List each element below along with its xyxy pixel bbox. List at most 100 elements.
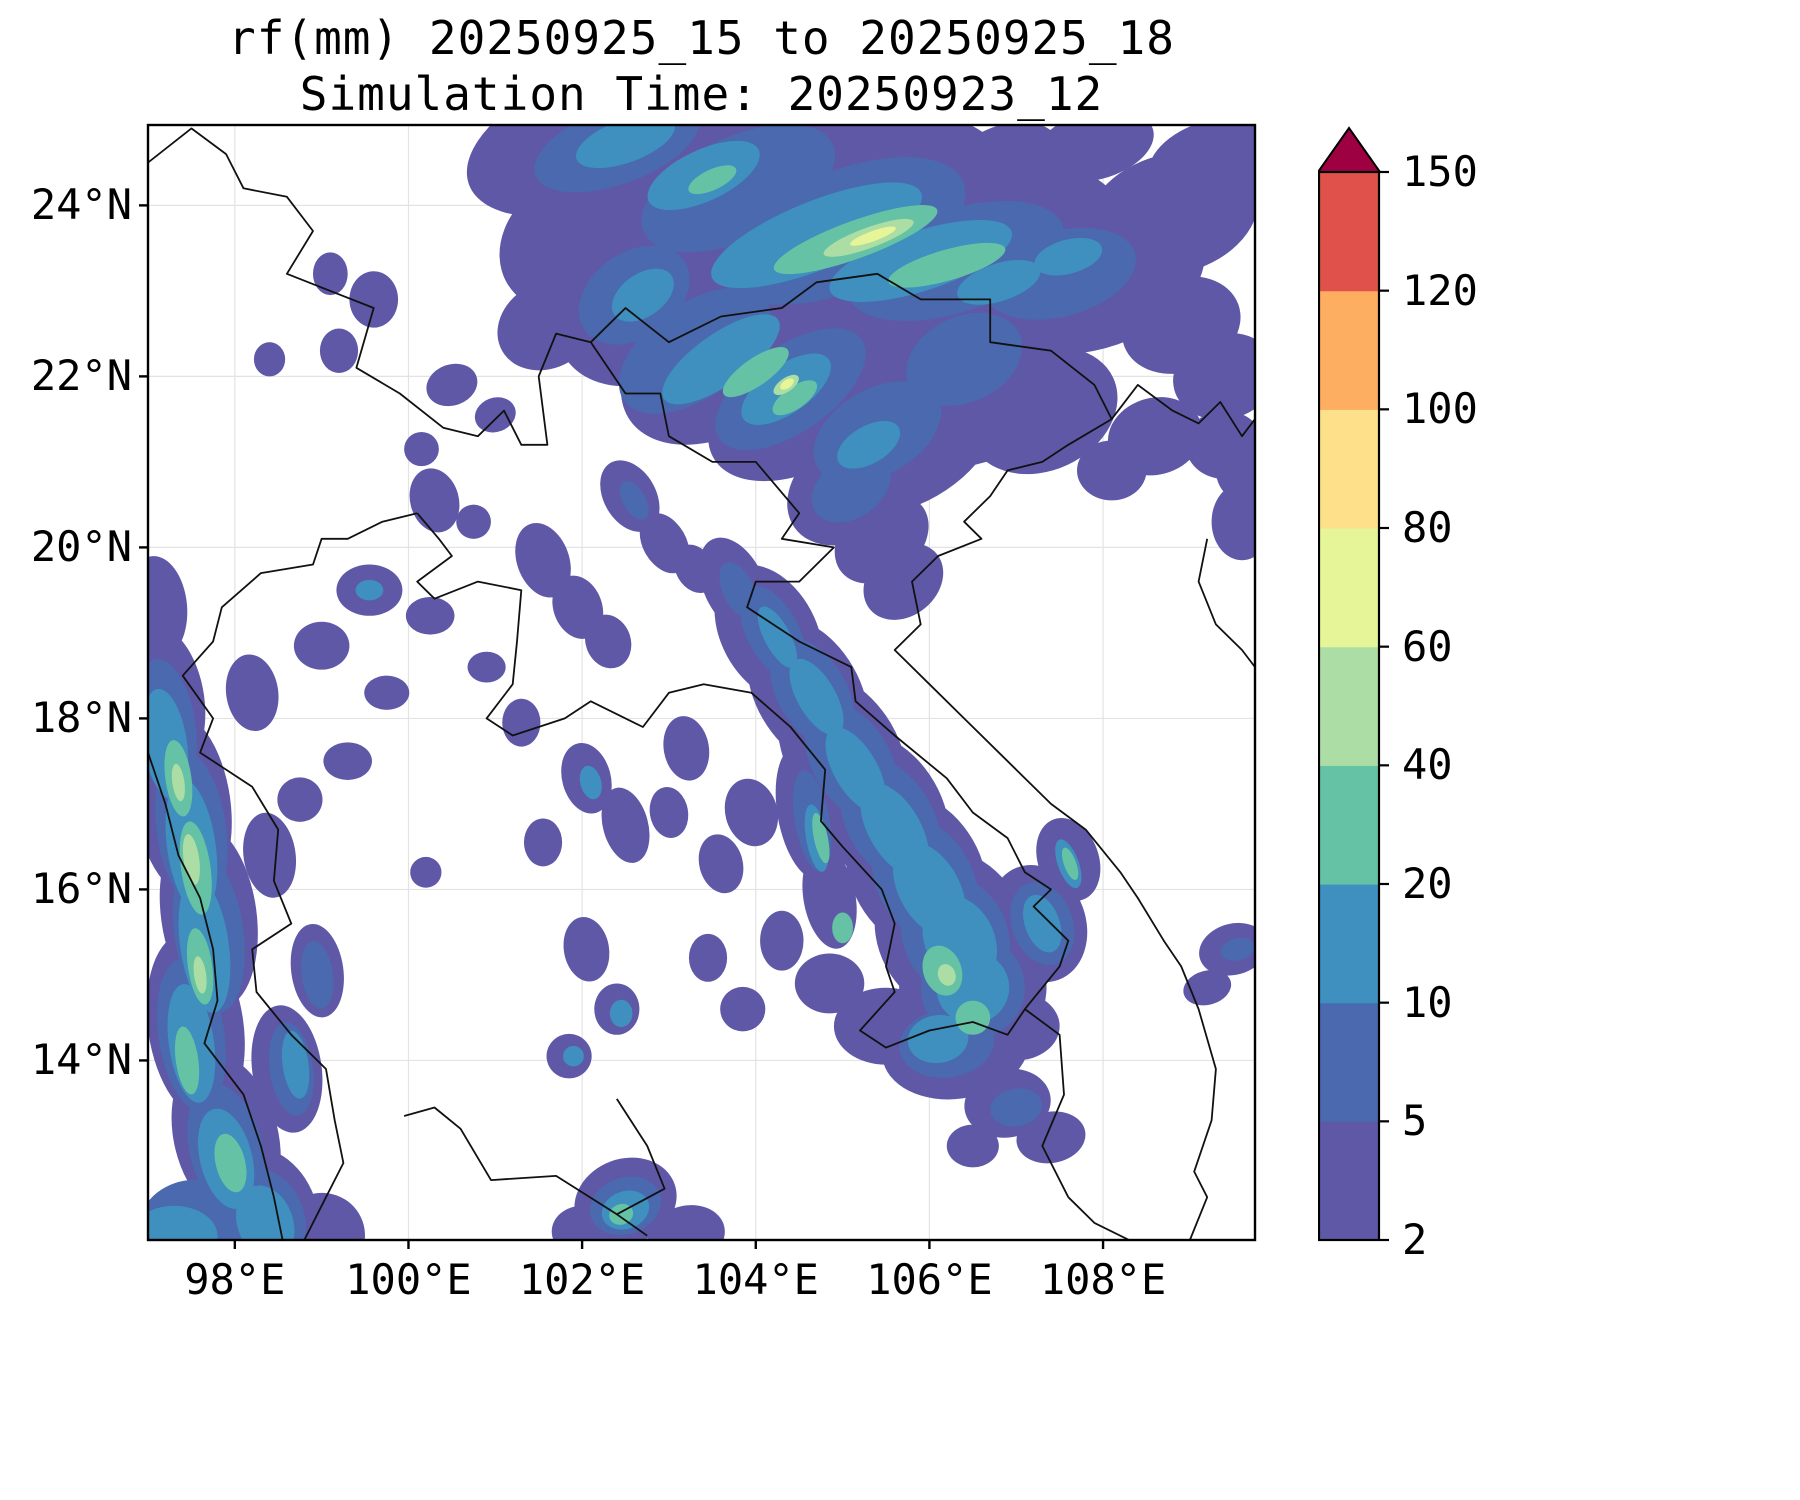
- rain-cell: [1173, 332, 1255, 420]
- rain-cell: [1034, 237, 1103, 276]
- colorbar-tick-label: 5: [1402, 1096, 1428, 1146]
- y-tick-label: 18°N: [30, 693, 132, 743]
- rain-cell: [355, 579, 384, 601]
- rain-cell: [850, 226, 896, 246]
- rain-cell: [688, 165, 737, 195]
- rain-cell: [579, 765, 602, 800]
- rain-cell: [789, 658, 844, 736]
- rain-cell: [225, 654, 279, 732]
- x-tick-label: 102°E: [518, 1255, 646, 1304]
- rain-cell: [312, 252, 348, 296]
- rain-cell: [171, 763, 185, 802]
- rain-cell: [724, 778, 779, 847]
- rain-cell: [293, 621, 350, 670]
- rain-cell: [515, 522, 571, 598]
- rain-cell: [502, 698, 541, 747]
- rain-cell: [235, 1185, 295, 1240]
- colorbar: [1318, 126, 1389, 1242]
- rain-cell: [662, 314, 780, 405]
- plot-subtitle: Simulation Time: 20250923_12: [299, 67, 1104, 121]
- rain-cell: [349, 271, 399, 328]
- colorbar-tick-label: 80: [1402, 503, 1453, 552]
- rain-cell: [663, 716, 710, 781]
- rain-cell: [467, 651, 506, 683]
- rain-cell: [811, 452, 891, 523]
- rain-cell: [1147, 125, 1255, 208]
- rain-cell: [641, 125, 836, 253]
- rain-cell: [937, 964, 956, 986]
- colorbar-tick-label: 10: [1402, 977, 1453, 1027]
- rain-cell: [214, 1133, 247, 1193]
- colorbar-segment: [1318, 1002, 1380, 1122]
- colorbar-tick-label: 120: [1402, 265, 1478, 315]
- colorbar-tick-label: 100: [1402, 384, 1478, 434]
- colorbar-tick-label: 2: [1402, 1215, 1428, 1264]
- country-border: [590, 341, 1070, 1198]
- x-tick-label: 108°E: [1039, 1255, 1167, 1304]
- y-tick-label: 16°N: [30, 864, 132, 914]
- rain-cell: [148, 1205, 218, 1240]
- colorbar-frame: [1318, 170, 1381, 1242]
- rain-cell: [956, 125, 1059, 186]
- country-border: [616, 1098, 666, 1216]
- rain-cell: [946, 1124, 999, 1168]
- x-tick-label: 104°E: [692, 1255, 819, 1304]
- colorbar-segment: [1318, 172, 1380, 292]
- rain-cell: [1016, 1111, 1086, 1164]
- rain-cell: [772, 380, 818, 416]
- rain-cell: [760, 910, 804, 971]
- rain-cell: [907, 1014, 969, 1064]
- rain-cell: [688, 933, 728, 982]
- rain-cell: [720, 986, 766, 1032]
- rain-cell: [794, 953, 865, 1014]
- rain-cell: [319, 328, 359, 373]
- rain-cell: [649, 786, 689, 838]
- rain-cell: [409, 468, 460, 533]
- rain-cell: [888, 242, 1006, 288]
- rain-cell: [497, 279, 598, 371]
- y-tick-label: 24°N: [30, 180, 132, 230]
- rain-cell: [243, 812, 297, 898]
- rain-cell: [711, 182, 922, 289]
- rain-cell: [410, 856, 442, 888]
- rain-cell: [563, 1045, 584, 1067]
- rain-cell: [584, 614, 632, 669]
- colorbar-tick-label: 20: [1402, 859, 1453, 908]
- rain-cell: [955, 1000, 991, 1035]
- rain-cell: [722, 347, 789, 398]
- rain-cell: [405, 596, 455, 635]
- rain-cell: [474, 397, 516, 433]
- country-border: [148, 127, 1113, 446]
- country-border: [1067, 1196, 1130, 1240]
- colorbar-tick-label: 40: [1402, 740, 1453, 790]
- colorbar-segment: [1318, 409, 1380, 529]
- rain-cell: [601, 787, 650, 863]
- rain-cell: [576, 125, 676, 169]
- colorbar-segment: [1318, 646, 1380, 766]
- rain-cell: [1023, 894, 1062, 953]
- country-border: [1197, 538, 1255, 668]
- rain-cell: [323, 742, 373, 780]
- rain-cell: [523, 818, 563, 867]
- rain-cell: [619, 481, 649, 520]
- rain-cell: [193, 956, 207, 994]
- rain-cell: [780, 378, 794, 390]
- rain-cell: [990, 1088, 1043, 1127]
- colorbar-segment: [1318, 290, 1380, 410]
- rain-cell: [253, 342, 286, 377]
- rain-cell: [301, 940, 334, 1009]
- rain-cell: [832, 912, 854, 944]
- rainfall-map: [139, 123, 1257, 1249]
- y-tick-label: 22°N: [30, 351, 132, 401]
- rain-cell: [1183, 970, 1232, 1006]
- rain-cell: [1077, 440, 1147, 501]
- title-block: rf(mm) 20250925_15 to 20250925_18 Simula…: [148, 10, 1255, 122]
- colorbar-segment: [1318, 765, 1380, 885]
- rain-cell: [281, 1030, 310, 1099]
- rain-cell: [364, 675, 410, 710]
- country-border: [1110, 383, 1255, 438]
- colorbar-tick-label: 150: [1402, 147, 1478, 196]
- country-border: [893, 418, 1217, 1240]
- rain-cell: [1061, 847, 1079, 880]
